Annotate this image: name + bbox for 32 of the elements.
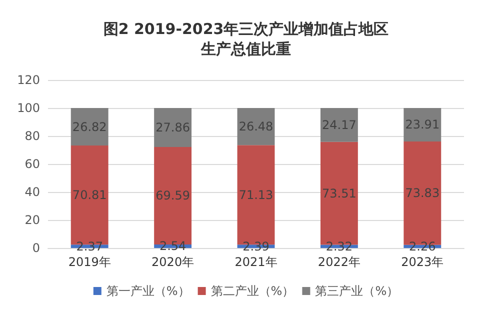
- bar: [404, 108, 442, 142]
- data-label: 73.51: [322, 186, 356, 200]
- y-tick-label: 40: [24, 185, 40, 199]
- data-label: 73.83: [405, 186, 440, 200]
- data-label: 27.86: [156, 120, 190, 135]
- data-label: 71.13: [238, 188, 274, 202]
- legend-label: 第一产业（%）: [106, 284, 190, 298]
- data-label: 24.17: [322, 118, 356, 132]
- bar: [70, 108, 108, 146]
- data-label: 2.26: [409, 239, 436, 254]
- y-tick-label: 60: [24, 157, 40, 171]
- y-tick-label: 20: [24, 213, 40, 227]
- data-label: 26.82: [72, 120, 107, 134]
- x-tick-label: 2019年: [68, 255, 111, 269]
- legend-label: 第二产业（%）: [210, 284, 294, 298]
- y-tick-label: 0: [32, 241, 40, 255]
- y-tick-label: 80: [24, 129, 40, 143]
- data-label: 2.32: [326, 239, 353, 254]
- data-label: 23.91: [405, 118, 440, 132]
- bar: [154, 108, 192, 148]
- y-tick-label: 120: [17, 73, 40, 87]
- legend-label: 第三产业（%）: [315, 284, 399, 298]
- chart-title: 图2 2019-2023年三次产业增加值占地区生产总值比重: [103, 20, 389, 58]
- y-tick-label: 100: [17, 101, 40, 115]
- data-label: 26.48: [238, 120, 274, 134]
- x-tick-label: 2021年: [234, 255, 278, 269]
- bar: [320, 108, 358, 142]
- data-label: 69.59: [156, 188, 190, 203]
- x-tick-label: 2023年: [401, 255, 444, 269]
- x-tick-label: 2020年: [152, 255, 194, 269]
- x-tick-label: 2022年: [318, 255, 360, 269]
- data-label: 70.81: [72, 188, 107, 202]
